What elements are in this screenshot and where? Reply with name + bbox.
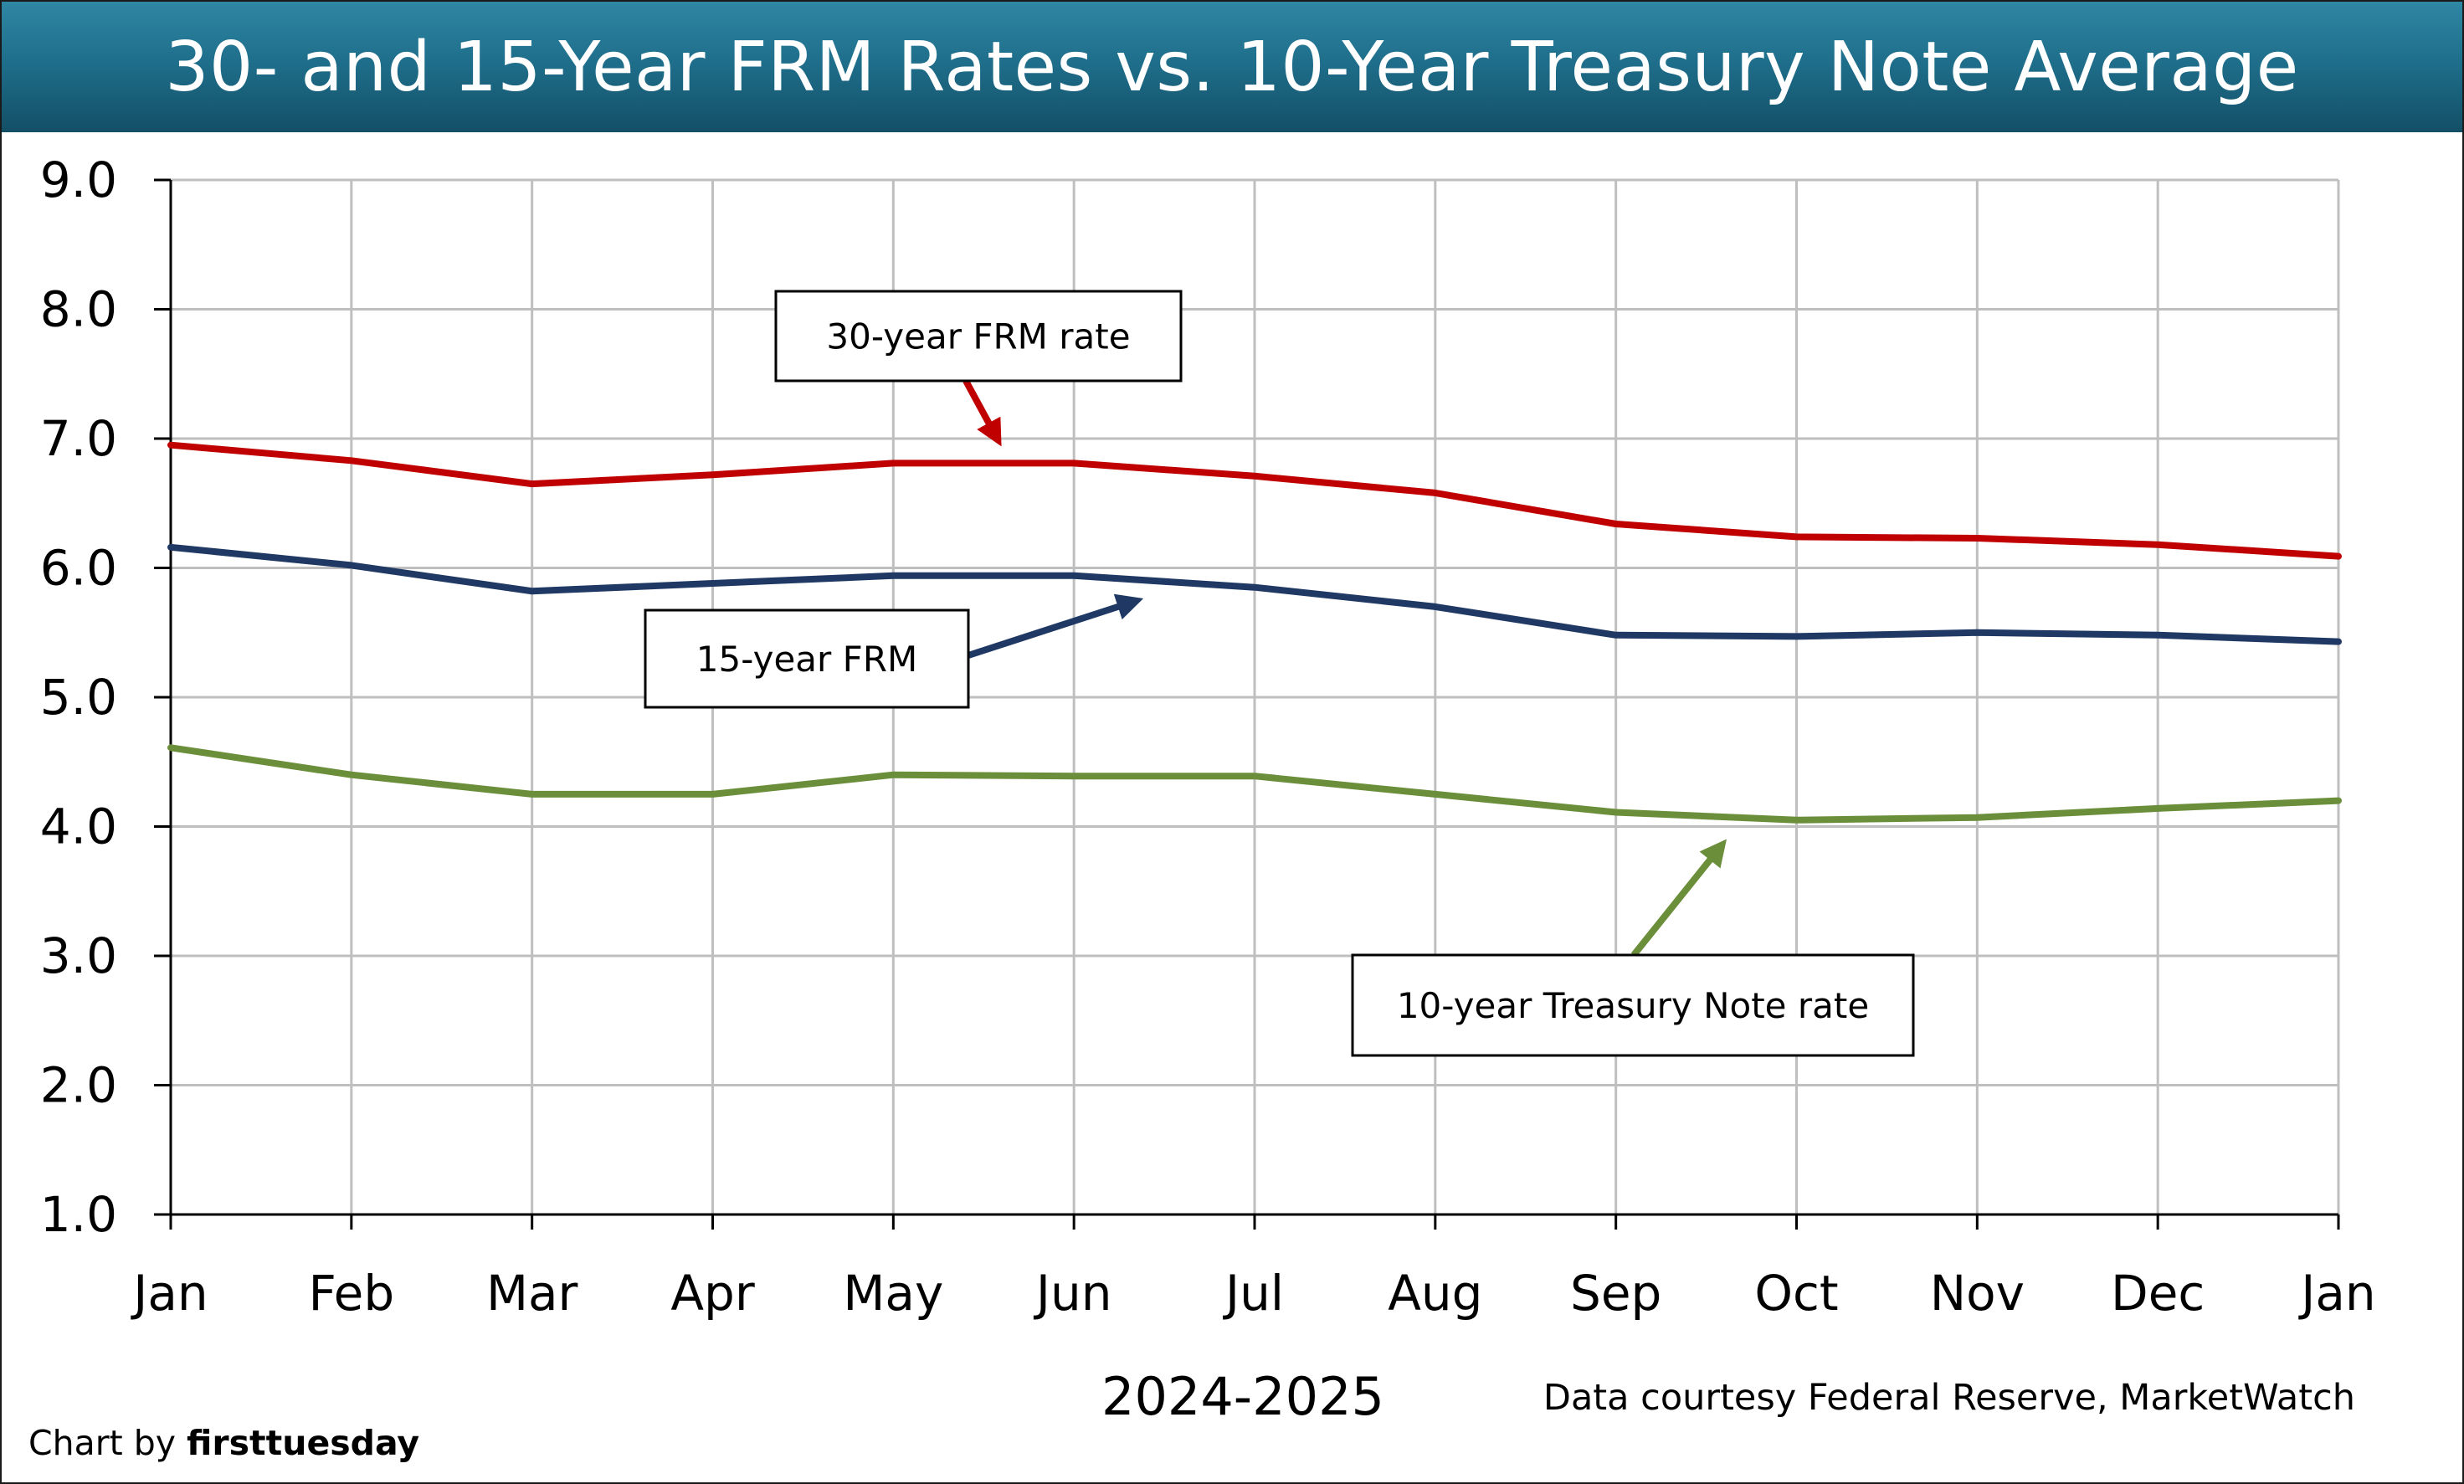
x-tick-label: May <box>843 1265 943 1322</box>
series-line-frm30 <box>167 441 2342 560</box>
y-tick-label: 8.0 <box>40 281 117 338</box>
x-tick-label: Aug <box>1388 1265 1482 1322</box>
y-tick-label: 2.0 <box>40 1057 117 1114</box>
annotation-arrow-frm30 <box>963 379 1002 447</box>
x-tick-label: Oct <box>1754 1265 1838 1322</box>
y-tick-label: 6.0 <box>40 540 117 597</box>
annotation-label-frm15: 15-year FRM <box>696 639 918 680</box>
y-tick-label: 1.0 <box>40 1186 117 1243</box>
x-tick-label: Jan <box>2298 1265 2375 1322</box>
annotation-arrow-treasury10 <box>1630 839 1727 958</box>
x-axis-label: 2024-2025 <box>1101 1366 1384 1427</box>
x-tick-label: Jan <box>131 1265 208 1322</box>
annotation-box-treasury10 <box>1351 953 1915 1057</box>
series-line-frm15 <box>167 543 2342 645</box>
x-tick-label: Sep <box>1570 1265 1661 1322</box>
annotation-label-frm30: 30-year FRM rate <box>826 316 1130 357</box>
annotation-label-treasury10: 10-year Treasury Note rate <box>1397 985 1869 1026</box>
x-tick-label: Jul <box>1223 1265 1284 1322</box>
x-tick-label: Nov <box>1930 1265 2025 1322</box>
credit: Chart by firsttuesday <box>28 1423 419 1463</box>
annotation-box-frm15 <box>644 608 970 709</box>
x-tick-label: Mar <box>486 1265 578 1322</box>
y-tick-label: 7.0 <box>40 410 117 467</box>
y-tick-label: 3.0 <box>40 927 117 984</box>
series-lines <box>167 441 2342 824</box>
x-tick-label: Apr <box>670 1265 754 1322</box>
chart-title: 30- and 15-Year FRM Rates vs. 10-Year Tr… <box>165 27 2299 107</box>
annotation-arrow-frm15 <box>967 593 1144 659</box>
y-tick-label: 5.0 <box>40 669 117 726</box>
credit-prefix: Chart by <box>28 1423 176 1463</box>
x-tick-label: Jun <box>1034 1265 1112 1322</box>
title-bar: 30- and 15-Year FRM Rates vs. 10-Year Tr… <box>2 2 2462 132</box>
y-tick-label: 9.0 <box>40 151 117 208</box>
annotations: 30-year FRM rate 15-year FRM 10-year Treas… <box>644 290 1915 1057</box>
x-tick-label: Feb <box>308 1265 394 1322</box>
y-tick-label: 4.0 <box>40 798 117 855</box>
series-line-treasury10 <box>167 744 2342 824</box>
annotation-box-frm30 <box>774 290 1183 383</box>
gridlines <box>171 178 2340 1214</box>
credit-brand: firsttuesday <box>187 1423 420 1463</box>
source-note: Data courtesy Federal Reserve, MarketWat… <box>1543 1377 2355 1419</box>
axes: 1.0 2.0 3.0 4.0 5.0 6.0 7.0 8.0 9.0 Jan Feb Mar Apr M… <box>40 151 2376 1322</box>
x-tick-label: Dec <box>2111 1265 2205 1322</box>
